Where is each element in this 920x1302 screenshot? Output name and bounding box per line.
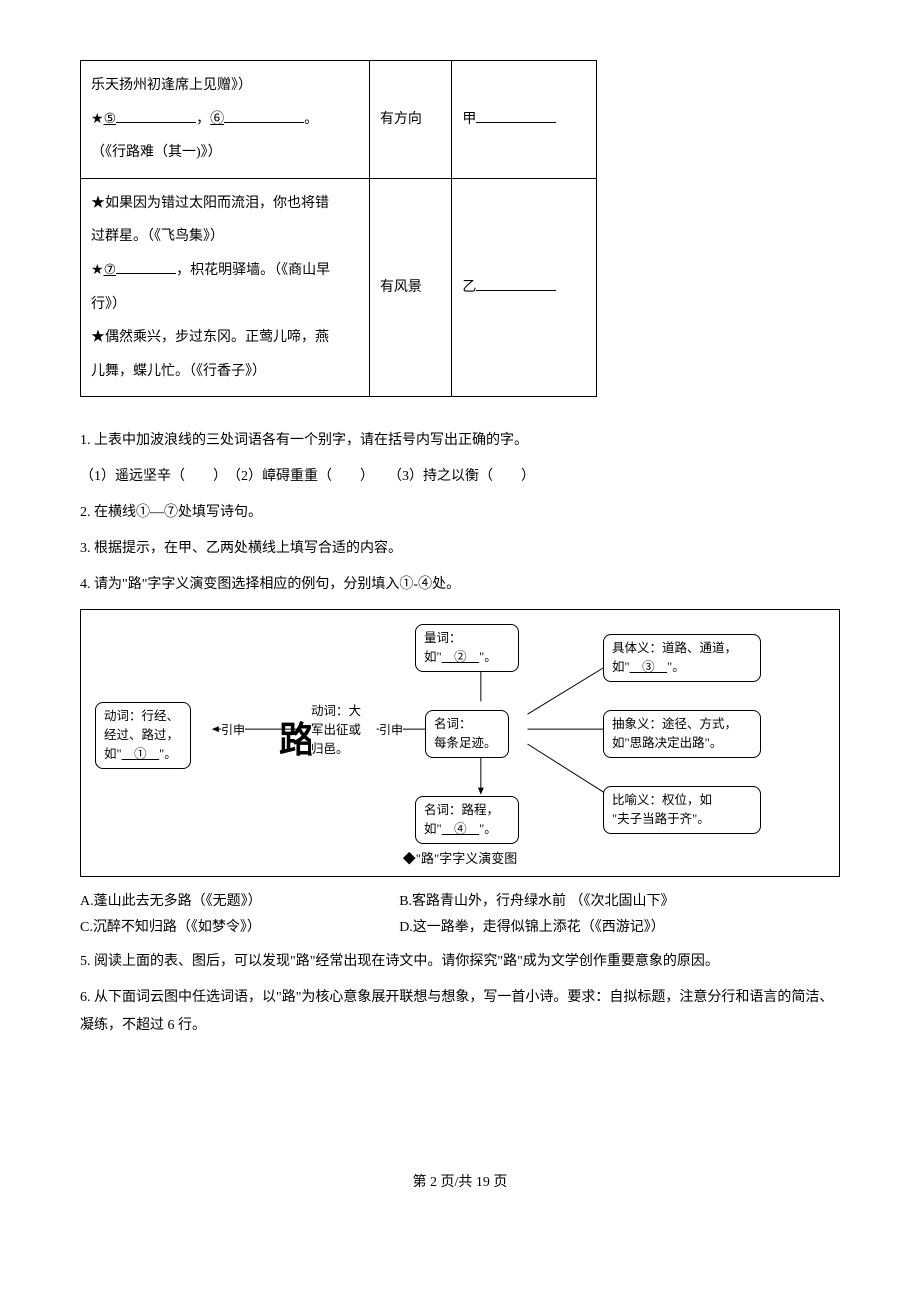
blank-5: ⑤ xyxy=(104,112,117,127)
option-c: C.沉醉不知归路（《如梦令》） xyxy=(80,915,399,940)
node-measure: 量词：如" ② "。 xyxy=(415,624,519,672)
poem-line: 过群星。（《飞鸟集》） xyxy=(91,220,359,254)
option-b: B.客路青山外，行舟绿水前 （《次北固山下》 xyxy=(399,889,674,914)
poem-line: ★偶然乘兴，步过东冈。正莺儿啼，燕 xyxy=(91,321,359,355)
blank-jia xyxy=(476,109,556,123)
label-yinshen-1: 引申 xyxy=(221,720,245,742)
node-verb-pass: 动词：行经、经过、路过，如" ① "。 xyxy=(95,702,191,768)
question-5: 5. 阅读上面的表、图后，可以发现"路"经常出现在诗文中。请你探究"路"成为文学… xyxy=(80,948,840,976)
poem-cell-2: ★如果因为错过太阳而流泪，你也将错 过群星。（《飞鸟集》） ★⑦，枳花明驿墙。（… xyxy=(81,178,370,397)
etymology-diagram: 动词：行经、经过、路过，如" ① "。 路 动词：大军出征或归邑。 名词：每条足… xyxy=(80,609,840,877)
question-3: 3. 根据提示，在甲、乙两处横线上填写合适的内容。 xyxy=(80,535,840,563)
node-noun-distance: 名词：路程，如" ④ "。 xyxy=(415,796,519,844)
blank-yi xyxy=(476,277,556,291)
question-1-sub: （1）遥远坚辛（ ） （2）嶂碍重重（ ） （3）持之以衡（ ） xyxy=(80,463,840,491)
node-noun-footprint: 名词：每条足迹。 xyxy=(425,710,509,758)
category-cell: 有方向 xyxy=(369,61,452,179)
poem-line: ★如果因为错过太阳而流泪，你也将错 xyxy=(91,187,359,221)
table-row: ★如果因为错过太阳而流泪，你也将错 过群星。（《飞鸟集》） ★⑦，枳花明驿墙。（… xyxy=(81,178,597,397)
category-cell: 有风景 xyxy=(369,178,452,397)
poem-cell-1: 乐天扬州初逢席上见赠》） ★⑤，⑥。 （《行路难（其一)》） xyxy=(81,61,370,179)
answer-cell: 乙 xyxy=(452,178,596,397)
blank-6: ⑥ xyxy=(210,112,224,127)
reference-table: 乐天扬州初逢席上见赠》） ★⑤，⑥。 （《行路难（其一)》） 有方向 甲 ★如果… xyxy=(80,60,597,397)
options-block: A.蓬山此去无多路（《无题》） B.客路青山外，行舟绿水前 （《次北固山下》 C… xyxy=(80,889,840,939)
poem-line: ★⑦，枳花明驿墙。（《商山早 xyxy=(91,254,359,288)
diagram-caption: ◆"路"字字义演变图 xyxy=(81,847,839,870)
node-concrete: 具体义：道路、通道，如" ③ "。 xyxy=(603,634,761,682)
question-4: 4. 请为"路"字字义演变图选择相应的例句，分别填入①-④处。 xyxy=(80,571,840,599)
option-d: D.这一路拳，走得似锦上添花（《西游记》） xyxy=(399,915,665,940)
page-footer: 第 2 页/共 19 页 xyxy=(80,1170,840,1195)
label-yinshen-2: 引申 xyxy=(379,720,403,742)
question-1: 1. 上表中加波浪线的三处词语各有一个别字，请在括号内写出正确的字。 xyxy=(80,427,840,455)
poem-line: 儿舞，蝶儿忙。（《行香子》） xyxy=(91,355,359,389)
poem-line: 行》） xyxy=(91,288,359,322)
node-abstract: 抽象义：途径、方式，如"思路决定出路"。 xyxy=(603,710,761,758)
table-row: 乐天扬州初逢席上见赠》） ★⑤，⑥。 （《行路难（其一)》） 有方向 甲 xyxy=(81,61,597,179)
question-2: 2. 在横线①—⑦处填写诗句。 xyxy=(80,499,840,527)
answer-cell: 甲 xyxy=(452,61,596,179)
poem-source: （《行路难（其一)》） xyxy=(91,136,359,170)
question-6: 6. 从下面词云图中任选词语，以"路"为核心意象展开联想与想象，写一首小诗。要求… xyxy=(80,984,840,1040)
poem-line: 乐天扬州初逢席上见赠》） xyxy=(91,69,359,103)
node-verb-army: 动词：大军出征或归邑。 xyxy=(311,702,375,758)
poem-line: ★⑤，⑥。 xyxy=(91,103,359,137)
option-a: A.蓬山此去无多路（《无题》） xyxy=(80,889,399,914)
blank-7: ⑦ xyxy=(104,263,117,278)
node-metaphor: 比喻义：权位，如"夫子当路于齐"。 xyxy=(603,786,761,834)
glyph-lu: 路 xyxy=(279,708,315,773)
